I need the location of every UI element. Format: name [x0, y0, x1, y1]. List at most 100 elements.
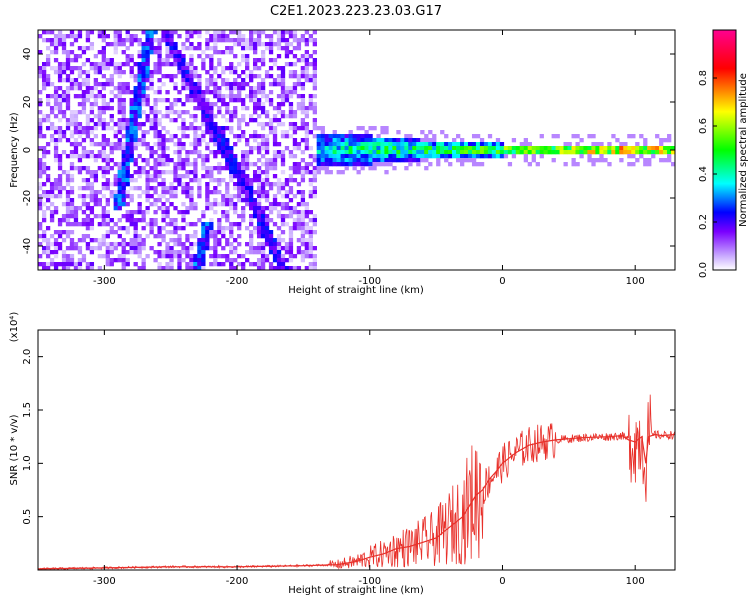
spectrogram-cell	[165, 58, 170, 63]
spectrogram-cell	[173, 62, 178, 67]
spectrogram-cell	[157, 78, 162, 83]
spectrogram-cell	[69, 190, 75, 195]
spectrogram-cell	[133, 90, 138, 95]
spectrogram-cell	[77, 34, 83, 39]
spectrogram-cell	[340, 150, 345, 155]
spectrogram-cell	[149, 34, 154, 39]
spectrogram-cell	[252, 230, 258, 235]
spectrogram-cell	[448, 146, 453, 151]
spectrogram-cell	[69, 254, 75, 259]
spectrogram-cell	[205, 142, 210, 147]
spectrogram-cell	[113, 50, 118, 55]
x-tick-label: -300	[93, 276, 116, 287]
spectrogram-cell	[65, 198, 71, 203]
spectrogram-cell	[264, 178, 270, 183]
spectrogram-cell	[193, 82, 198, 87]
spectrogram-cell	[149, 174, 154, 179]
spectrogram-cell	[276, 262, 282, 267]
spectrogram-cell	[93, 62, 99, 67]
spectrogram-cell	[129, 210, 134, 215]
spectrogram-cell	[292, 194, 298, 199]
spectrogram-cell	[205, 98, 210, 103]
spectrogram-cell	[249, 70, 254, 75]
spectrogram-cell	[300, 166, 306, 171]
spectrogram-cell	[249, 34, 254, 39]
spectrogram-cell	[41, 210, 47, 215]
spectrogram-cell	[69, 210, 75, 215]
spectrogram-cell	[280, 94, 286, 99]
spectrogram-cell	[428, 162, 433, 167]
spectrogram-cell	[197, 30, 202, 35]
spectrogram-cell	[109, 242, 114, 247]
spectrogram-cell	[256, 150, 262, 155]
spectrogram-cell	[81, 258, 87, 263]
spectrogram-cell	[272, 222, 278, 227]
spectrogram-cell	[400, 154, 405, 159]
spectrogram-cell	[193, 262, 198, 267]
spectrogram-cell	[121, 262, 126, 267]
spectrogram-cell	[105, 42, 110, 47]
spectrogram-cell	[121, 190, 126, 195]
spectrogram-cell	[137, 174, 142, 179]
spectrogram-cell	[260, 182, 266, 187]
spectrogram-cell	[125, 166, 130, 171]
spectrogram-cell	[193, 150, 198, 155]
spectrogram-cell	[185, 62, 190, 67]
spectrogram-cell	[117, 186, 122, 191]
spectrogram-cell	[153, 190, 158, 195]
spectrogram-cell	[284, 94, 290, 99]
spectrogram-cell	[189, 114, 194, 119]
spectrogram-cell	[237, 138, 242, 143]
spectrogram-cell	[113, 86, 118, 91]
spectrogram-cell	[69, 42, 75, 47]
spectrogram-cell	[201, 210, 206, 215]
spectrogram-cell	[229, 174, 234, 179]
spectrogram-cell	[149, 70, 154, 75]
spectrogram-cell	[304, 246, 310, 251]
spectrogram-cell	[57, 126, 63, 131]
spectrogram-cell	[153, 210, 158, 215]
spectrogram-cell	[189, 54, 194, 59]
spectrogram-cell	[352, 158, 357, 163]
spectrogram-cell	[241, 210, 246, 215]
spectrogram-cell	[117, 122, 122, 127]
spectrogram-cell	[667, 154, 672, 159]
spectrogram-cell	[507, 146, 513, 151]
spectrogram-cell	[368, 126, 373, 131]
spectrogram-cell	[133, 134, 138, 139]
spectrogram-cell	[599, 142, 604, 147]
spectrogram-cell	[157, 110, 162, 115]
spectrogram-cell	[153, 150, 158, 155]
spectrogram-cell	[237, 62, 242, 67]
spectrogram-cell	[213, 70, 218, 75]
spectrogram-cell	[304, 146, 310, 151]
spectrogram-cell	[197, 138, 202, 143]
spectrogram-cell	[53, 94, 59, 99]
spectrogram-cell	[101, 126, 106, 131]
spectrogram-cell	[45, 118, 51, 123]
spectrogram-cell	[372, 154, 377, 159]
spectrogram-cell	[364, 142, 369, 147]
spectrogram-cell	[667, 146, 672, 151]
spectrogram-cell	[145, 54, 150, 59]
spectrogram-cell	[527, 142, 532, 147]
spectrogram-cell	[49, 218, 55, 223]
spectrogram-cell	[233, 154, 238, 159]
spectrogram-cell	[300, 178, 306, 183]
spectrogram-cell	[221, 230, 226, 235]
spectrogram-cell	[340, 146, 345, 151]
spectrogram-cell	[304, 30, 310, 35]
spectrogram-cell	[161, 150, 166, 155]
spectrogram-cell	[189, 122, 194, 127]
spectrogram-cell	[256, 214, 262, 219]
spectrogram-cell	[38, 162, 43, 167]
spectrogram-cell	[619, 150, 624, 155]
spectrogram-cell	[73, 82, 79, 87]
spectrogram-cell	[292, 46, 298, 51]
spectrogram-cell	[324, 162, 329, 167]
spectrogram-cell	[165, 162, 170, 167]
spectrogram-cell	[133, 158, 138, 163]
spectrogram-cell	[344, 166, 349, 171]
spectrogram-cell	[300, 34, 306, 39]
spectrogram-cell	[121, 162, 126, 167]
